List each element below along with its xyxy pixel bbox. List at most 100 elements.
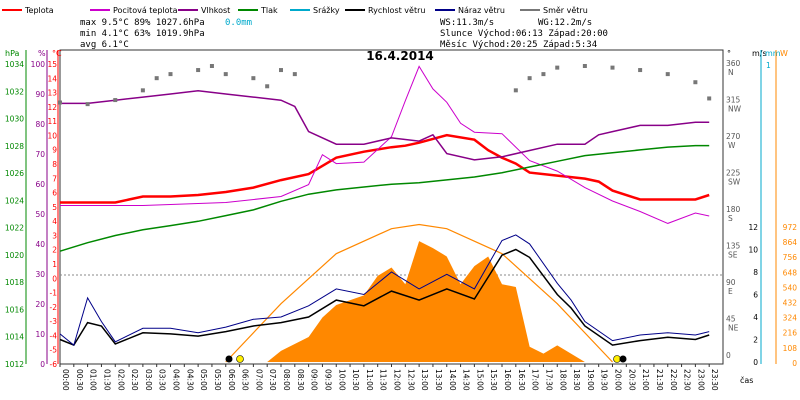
pct-tick-label: 20	[35, 300, 45, 309]
legend-vlhkost: Vlhkost	[201, 6, 230, 15]
x-axis-label: čas	[740, 375, 753, 385]
hpa-tick-label: 1030	[5, 115, 24, 124]
dir-tick-label: 180	[726, 205, 741, 214]
pct-tick-label: 100	[31, 60, 46, 69]
axis-unit-pct: %	[38, 49, 46, 58]
x-tick-label: 17:00	[531, 369, 540, 391]
x-tick-label: 00:00	[61, 369, 70, 391]
axis-unit-w: W	[780, 49, 788, 58]
hpa-tick-label: 1022	[5, 224, 24, 233]
temp-tick-label: -4	[50, 331, 58, 340]
hpa-tick-label: 1018	[5, 278, 24, 287]
x-tick-label: 18:00	[558, 369, 567, 391]
wind-direction-point	[265, 84, 270, 89]
series-line-náraz-větru	[59, 234, 710, 346]
hpa-tick-label: 1014	[5, 333, 24, 342]
temp-tick-label: -6	[50, 360, 58, 369]
w-tick-label: 864	[783, 238, 798, 247]
ms-tick-label: 12	[748, 223, 758, 232]
series-line-tlak	[59, 144, 710, 252]
axis-unit-hpa: hPa	[5, 49, 20, 58]
temp-tick-label: 5	[52, 203, 57, 212]
temp-tick-label: -2	[50, 303, 58, 312]
temp-tick-label: 10	[47, 131, 57, 140]
wind-direction-point	[251, 76, 256, 81]
temp-tick-label: 15	[47, 60, 57, 69]
wind-direction-point	[513, 88, 518, 93]
temp-tick-label: 9	[52, 146, 57, 155]
dir-tick-compass: NW	[728, 105, 742, 114]
x-tick-label: 11:00	[365, 369, 374, 391]
dir-tick-label: 270	[726, 132, 741, 141]
dir-tick-label: 90	[726, 278, 736, 287]
stats-sun: Slunce Východ:06:13 Západ:20:00	[440, 29, 608, 39]
x-tick-label: 02:00	[116, 369, 125, 391]
temp-tick-label: 11	[47, 117, 57, 126]
wind-direction-point	[113, 98, 118, 103]
axis-unit-ms: m/s	[752, 49, 767, 58]
pct-tick-label: 40	[35, 240, 45, 249]
x-tick-label: 06:00	[227, 369, 236, 391]
pct-tick-label: 10	[35, 330, 45, 339]
pct-tick-label: 60	[35, 180, 45, 189]
x-tick-label: 01:00	[89, 369, 98, 391]
temp-tick-label: 8	[52, 160, 57, 169]
x-tick-label: 21:30	[655, 369, 664, 391]
legend-teplota: Teplota	[24, 6, 54, 15]
hpa-tick-label: 1020	[5, 251, 24, 260]
w-tick-label: 324	[783, 314, 798, 323]
legend-tlak: Tlak	[260, 6, 278, 15]
x-tick-label: 13:00	[420, 369, 429, 391]
wind-direction-point	[209, 64, 214, 68]
dir-tick-label: 0	[726, 351, 731, 360]
axis-unit-temp: °C	[52, 49, 62, 58]
chart-title: 16.4.2014	[366, 49, 434, 63]
x-tick-label: 20:30	[627, 369, 636, 391]
x-tick-label: 09:30	[323, 369, 332, 391]
legend-srazky: Srážky	[313, 6, 340, 15]
dir-tick-label: 135	[726, 242, 741, 251]
x-axis-ticks: 00:00 00:30 01:00 01:30 02:00 02:30 03:00 03:30…	[59, 364, 719, 391]
moonrise-marker	[619, 355, 627, 363]
w-tick-label: 540	[783, 283, 798, 292]
solar-radiation-area	[239, 241, 585, 362]
x-tick-label: 04:30	[185, 369, 194, 391]
wind-direction-point	[638, 68, 643, 73]
wind-direction-point	[168, 72, 173, 77]
pct-tick-label: 0	[40, 360, 45, 369]
x-tick-label: 07:00	[254, 369, 263, 391]
wind-direction-point	[223, 72, 228, 77]
series-line-vlhkost	[60, 90, 710, 161]
stats-wg: WG:12.2m/s	[538, 18, 592, 28]
temp-tick-label: 0	[52, 274, 57, 283]
ms-tick-label: 4	[753, 313, 758, 322]
stats-moon: Měsíc Východ:20:25 Západ:5:34	[440, 40, 597, 50]
pct-tick-label: 50	[35, 210, 45, 219]
x-tick-label: 16:00	[503, 369, 512, 391]
x-tick-label: 03:30	[158, 369, 167, 391]
x-tick-label: 01:30	[102, 369, 111, 391]
hpa-tick-label: 1024	[5, 196, 24, 205]
moonset-marker	[225, 355, 233, 363]
x-tick-label: 04:00	[172, 369, 181, 391]
pct-tick-label: 30	[35, 270, 45, 279]
temp-tick-label: -3	[50, 317, 58, 326]
x-tick-label: 23:00	[696, 369, 705, 391]
w-tick-label: 432	[783, 299, 798, 308]
x-tick-label: 19:30	[600, 369, 609, 391]
temp-tick-label: 14	[47, 74, 57, 83]
wind-direction-point	[582, 64, 587, 68]
dir-tick-compass: SE	[728, 251, 738, 260]
solar-series	[225, 223, 613, 363]
x-tick-label: 15:00	[475, 369, 484, 391]
axis-unit-mm: mm	[765, 49, 781, 58]
series-line-rychlost-větru	[59, 248, 710, 347]
w-tick-label: 648	[783, 268, 798, 277]
x-tick-label: 23:30	[710, 369, 719, 391]
pct-tick-label: 80	[35, 120, 45, 129]
x-tick-label: 02:30	[130, 369, 139, 391]
x-tick-label: 19:00	[586, 369, 595, 391]
wind-direction-point	[154, 76, 159, 81]
stats-max: max 9.5°C 89% 1027.6hPa	[80, 18, 205, 28]
